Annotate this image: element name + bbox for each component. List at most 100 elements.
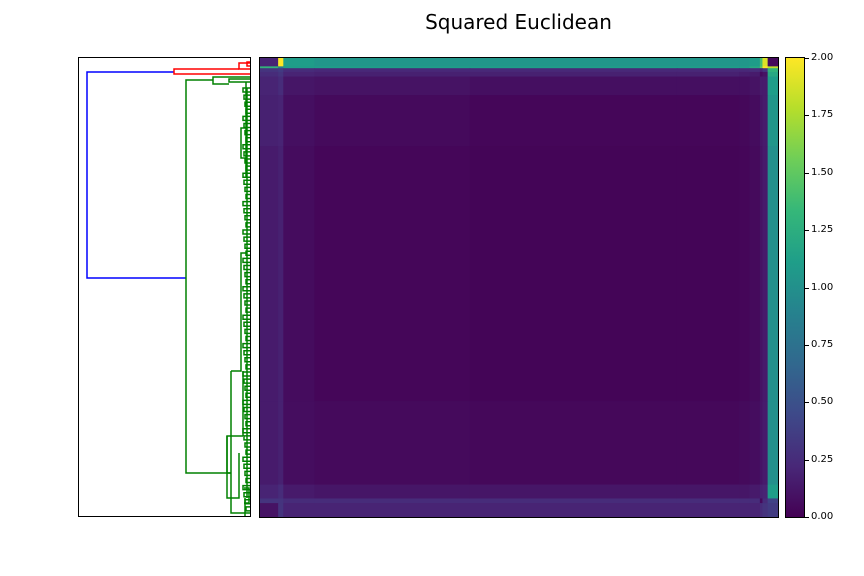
- heatmap-cell: [739, 76, 751, 96]
- heatmap-cell: [676, 484, 740, 500]
- heatmap-cell: [314, 66, 471, 69]
- heatmap-cell: [762, 484, 769, 500]
- dendrogram-link: [245, 222, 250, 228]
- heatmap-cell: [283, 95, 315, 147]
- heatmap-cell: [739, 503, 751, 517]
- dendrogram-link: [245, 250, 250, 257]
- heatmap-cell: [469, 58, 678, 67]
- colorbar-tick-mark: [805, 402, 809, 404]
- dendrogram-link: [246, 61, 250, 67]
- heatmap-cell: [676, 66, 740, 69]
- heatmap-cell: [469, 71, 678, 78]
- heatmap-cell: [762, 503, 769, 517]
- heatmap-cell: [260, 66, 279, 69]
- heatmap-cell: [762, 95, 769, 147]
- heatmap-cell: [767, 58, 778, 67]
- heatmap-cell: [759, 503, 764, 517]
- heatmap-cell: [260, 401, 279, 486]
- heatmap-cell: [739, 401, 751, 486]
- heatmap-cell: [260, 71, 279, 78]
- colorbar-tick-label: 2.00: [811, 52, 834, 63]
- heatmap-cell: [749, 58, 761, 67]
- heatmap-cell: [283, 401, 315, 486]
- heatmap-cell: [739, 484, 751, 500]
- chart-title: Squared Euclidean: [425, 10, 612, 34]
- heatmap-cell: [739, 95, 751, 147]
- heatmap-cell: [469, 401, 678, 486]
- heatmap-cell: [278, 76, 284, 96]
- heatmap-cell: [767, 95, 778, 147]
- colorbar-tick-mark: [805, 287, 809, 289]
- heatmap-cell: [749, 484, 761, 500]
- heatmap-cell: [759, 58, 764, 67]
- heatmap-cell: [469, 66, 678, 69]
- heatmap-cell: [759, 66, 764, 69]
- heatmap-cell: [762, 66, 769, 69]
- heatmap-cell: [767, 498, 778, 504]
- dendrogram-link: [245, 506, 250, 512]
- heatmap-cell: [314, 68, 471, 73]
- heatmap-cell: [759, 401, 764, 486]
- heatmap-cell: [762, 68, 769, 73]
- heatmap-cell: [759, 146, 764, 402]
- heatmap-cell: [676, 76, 740, 96]
- colorbar-tick-label: 1.00: [811, 281, 834, 293]
- heatmap-cell: [283, 503, 315, 517]
- heatmap-cell: [314, 503, 471, 517]
- heatmap-cell: [767, 76, 778, 96]
- dendrogram-link: [245, 165, 250, 171]
- heatmap-cell: [759, 498, 764, 504]
- heatmap-cell: [278, 498, 284, 504]
- heatmap-cell: [676, 71, 740, 78]
- heatmap-cell: [739, 58, 751, 67]
- heatmap-cell: [283, 498, 315, 504]
- colorbar-tick-mark: [805, 172, 809, 174]
- heatmap-cell: [676, 68, 740, 73]
- heatmap-cell: [739, 71, 751, 78]
- dendrogram: [78, 57, 251, 517]
- heatmap-cell: [762, 146, 769, 402]
- colorbar-tick-label: 0.25: [811, 453, 834, 465]
- heatmap-cell: [749, 401, 761, 486]
- heatmap-cell: [767, 68, 778, 73]
- heatmap-cell: [749, 76, 761, 96]
- heatmap-cell: [739, 498, 751, 504]
- heatmap-cell: [676, 498, 740, 504]
- heatmap-cell: [314, 498, 471, 504]
- heatmap-cell: [759, 71, 764, 78]
- heatmap-cell: [260, 484, 279, 500]
- heatmap-cell: [314, 58, 471, 67]
- colorbar-tick-label: 1.25: [811, 224, 834, 236]
- dendrogram-link: [245, 449, 250, 455]
- dendrogram-link: [226, 435, 243, 474]
- dendrogram-link: [226, 436, 240, 499]
- heatmap-cell: [314, 146, 471, 402]
- heatmap-cell: [283, 58, 315, 67]
- heatmap-cell: [260, 95, 279, 147]
- heatmap-cell: [260, 146, 279, 402]
- colorbar-tick-label: 1.75: [811, 109, 834, 121]
- dendrogram-link: [238, 62, 250, 70]
- heatmap-cell: [762, 71, 769, 78]
- dendrogram-link: [185, 79, 231, 474]
- heatmap-cell: [739, 146, 751, 402]
- dendrogram-link: [245, 392, 250, 399]
- dendrogram-link: [231, 252, 246, 372]
- heatmap-cell: [469, 146, 678, 402]
- heatmap-canvas: [260, 58, 778, 517]
- heatmap-cell: [469, 68, 678, 73]
- heatmap-cell: [283, 66, 315, 69]
- heatmap-cell: [762, 401, 769, 486]
- heatmap-cell: [767, 484, 778, 500]
- heatmap-cell: [314, 71, 471, 78]
- heatmap-cell: [767, 66, 778, 69]
- heatmap-cell: [278, 503, 284, 517]
- heatmap-cell: [469, 484, 678, 500]
- dendrogram-link: [245, 335, 250, 342]
- heatmap-cell: [278, 146, 284, 402]
- heatmap-cell: [762, 76, 769, 96]
- heatmap-cell: [767, 503, 778, 517]
- heatmap-cell: [278, 95, 284, 147]
- heatmap-cell: [283, 146, 315, 402]
- dendrogram-link: [245, 108, 250, 115]
